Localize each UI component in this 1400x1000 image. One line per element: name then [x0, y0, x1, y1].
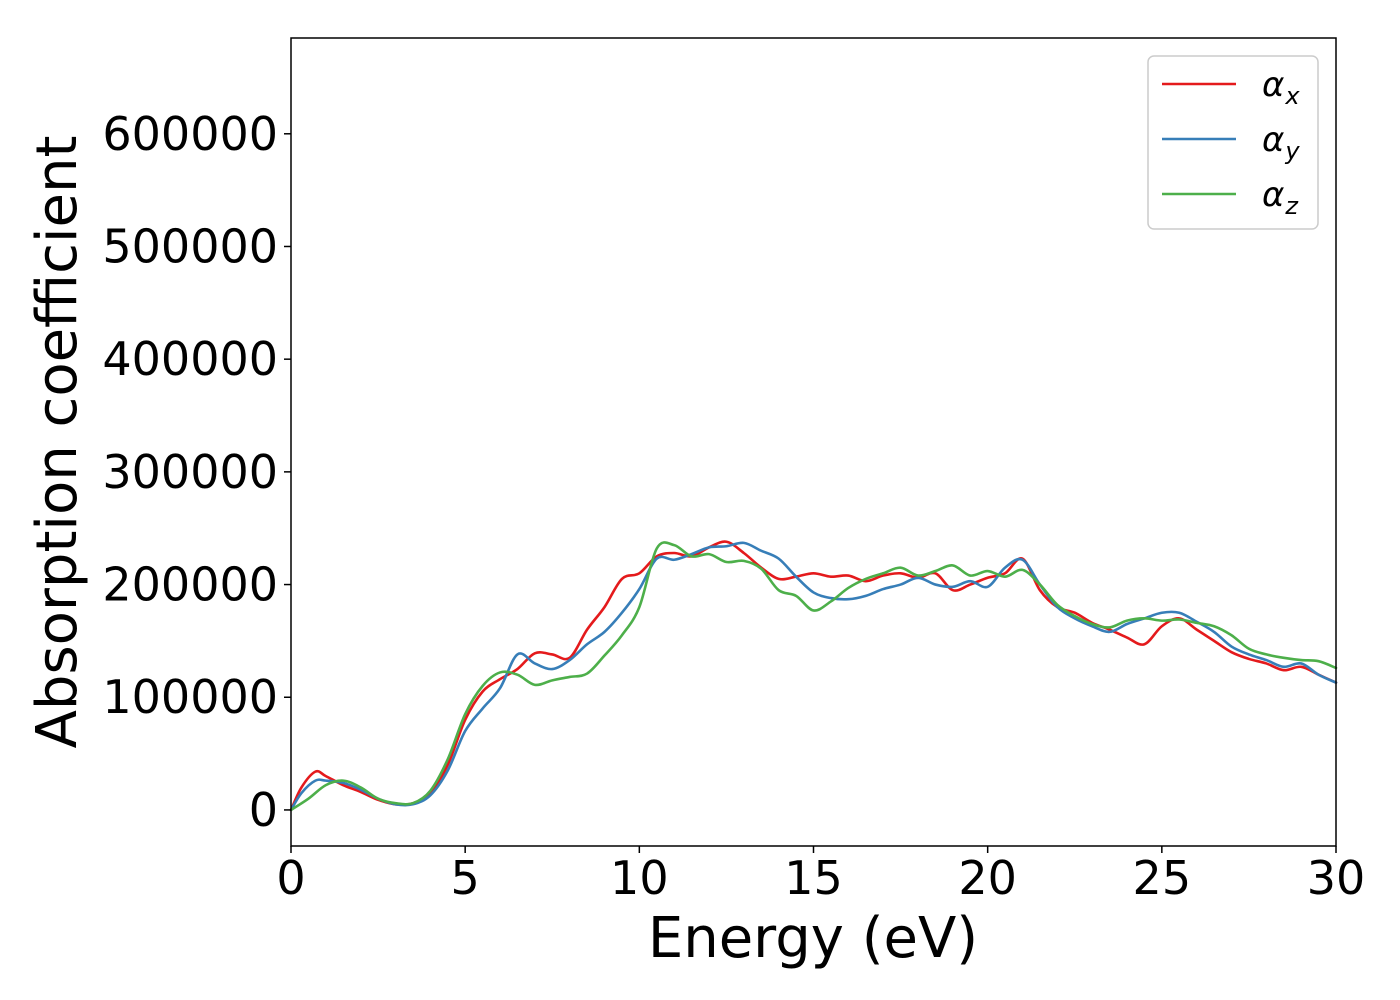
legend-symbol: α [1262, 120, 1284, 160]
x-axis-title: Energy (eV) [648, 906, 978, 971]
x-tick-label: 10 [610, 851, 669, 905]
y-axis-title: Absorption coefficient [25, 136, 90, 749]
x-tick-label: 25 [1133, 851, 1192, 905]
series-line-z [289, 541, 1338, 812]
x-tick-label: 0 [276, 851, 305, 905]
legend-label-z: αz [1262, 175, 1299, 220]
legend-subscript: y [1284, 137, 1300, 165]
y-tick-label: 500000 [102, 219, 278, 273]
series-line-x [289, 540, 1338, 812]
y-tick-label: 600000 [102, 107, 278, 161]
y-tick-label: 400000 [102, 332, 278, 386]
x-tick-label: 20 [958, 851, 1017, 905]
series-layer [289, 540, 1338, 812]
legend-symbol: α [1262, 175, 1284, 215]
x-tick-label: 5 [451, 851, 480, 905]
y-tick-label: 100000 [102, 670, 278, 724]
x-tick-label: 15 [784, 851, 843, 905]
legend-frame [1147, 55, 1319, 230]
legend-label-y: αy [1262, 120, 1300, 165]
legend-subscript: z [1284, 192, 1299, 220]
x-tick-label: 30 [1307, 851, 1366, 905]
y-tick-label: 200000 [102, 558, 278, 612]
series-line-y [289, 541, 1338, 812]
y-tick-label: 0 [249, 783, 278, 837]
legend-symbol: α [1262, 65, 1284, 105]
legend-label-x: αx [1262, 65, 1300, 110]
y-tick-label: 300000 [102, 445, 278, 499]
y-axis: 0 100000 200000 300000 400000 500000 600000 [102, 107, 291, 837]
x-axis: 0 5 10 15 20 25 30 [276, 846, 1365, 905]
legend-subscript: x [1284, 82, 1300, 110]
